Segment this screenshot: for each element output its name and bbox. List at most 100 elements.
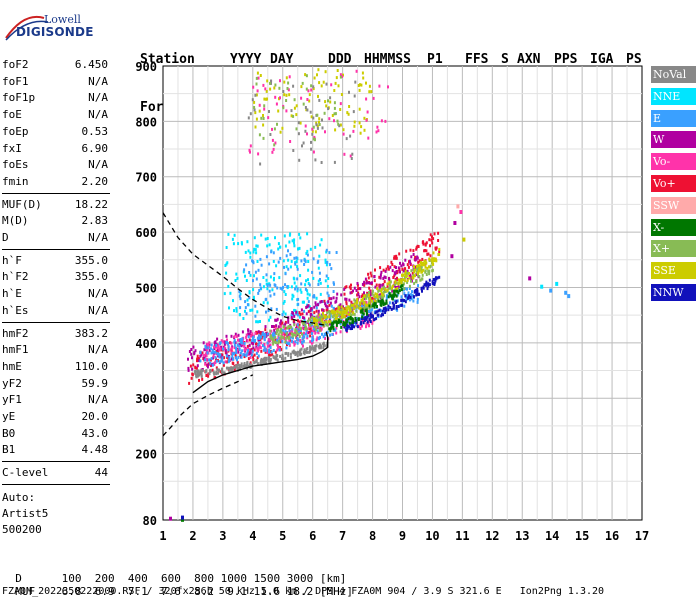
echo-point-nnw: [425, 280, 428, 284]
echo-point-w: [248, 332, 251, 336]
echo-point-x: [269, 81, 271, 85]
echo-point-e: [236, 358, 238, 362]
echo-point-noval: [265, 361, 268, 365]
echo-point-sse: [348, 105, 351, 108]
y-tick-label: 900: [135, 60, 157, 74]
echo-point-vo: [415, 247, 418, 251]
echo-point-sse: [316, 73, 318, 77]
param-row-fxi: fxI 6.90: [2, 142, 108, 158]
echo-point-w: [399, 261, 401, 265]
echo-point-noval: [275, 354, 278, 358]
echo-point-w: [257, 338, 260, 342]
echo-point-x: [413, 268, 415, 272]
echo-point-vo: [346, 311, 349, 315]
header-line1-cell-8: AXN: [517, 52, 541, 67]
echo-point-w: [373, 275, 376, 278]
param-value: N/A: [88, 303, 108, 317]
echo-point-e: [237, 355, 240, 359]
echo-point-x: [336, 119, 339, 123]
echo-point-vo: [380, 119, 383, 123]
echo-point-vo: [248, 338, 251, 342]
echo-point-nne: [277, 247, 280, 251]
echo-point-w: [301, 316, 304, 320]
echo-point-nne: [256, 310, 259, 314]
echo-point-nne: [325, 263, 328, 267]
echo-point-noval: [281, 356, 283, 360]
echo-point-x: [284, 340, 287, 344]
echo-point-sse: [295, 104, 298, 108]
echo-point-nnw: [400, 303, 403, 307]
echo-point-e: [303, 309, 306, 313]
echo-point-e: [321, 332, 323, 336]
echo-point-w: [313, 305, 316, 309]
echo-point-x: [362, 312, 365, 316]
echo-point-e: [285, 254, 288, 258]
echo-point-nnw: [432, 278, 435, 281]
echo-point-noval: [322, 346, 325, 350]
echo-point-vo: [433, 232, 436, 236]
echo-point-vo: [425, 249, 428, 253]
echo-point-x: [376, 305, 378, 308]
echo-point-x: [294, 329, 297, 333]
echo-point-noval: [292, 84, 295, 88]
echo-point-w: [234, 341, 237, 344]
echo-point-e: [316, 329, 319, 333]
echo-point-w: [290, 316, 293, 319]
echo-point-nne: [325, 250, 328, 254]
echo-point-vo: [196, 354, 199, 358]
echo-point-noval: [289, 352, 292, 356]
echo-point-e: [211, 363, 214, 367]
echo-point-e: [227, 348, 230, 352]
echo-point-vo: [308, 330, 311, 334]
echo-point-e: [294, 262, 297, 266]
echo-point-e: [369, 309, 372, 313]
echo-point-e: [216, 352, 219, 356]
echo-point-sse: [353, 302, 356, 306]
echo-point-vo: [371, 297, 374, 301]
echo-point-x: [329, 311, 332, 315]
echo-point-vo: [313, 311, 316, 315]
param-value: 383.2: [74, 326, 108, 340]
x-tick-label: 1: [159, 529, 166, 543]
echo-point-vo: [376, 125, 379, 129]
echo-point-e: [411, 290, 413, 294]
echo-point-noval: [238, 366, 241, 370]
echo-point-vo: [374, 268, 376, 272]
echo-point-w: [247, 332, 250, 336]
echo-point-w: [264, 325, 267, 329]
echo-point-w: [395, 270, 398, 273]
echo-point-x: [425, 273, 428, 276]
echo-point-noval: [312, 85, 315, 89]
echo-point-x: [380, 303, 383, 307]
echo-point-vo: [412, 249, 415, 253]
echo-point-x: [305, 74, 308, 78]
echo-point-vo: [396, 269, 399, 273]
echo-point-e: [354, 323, 357, 327]
echo-point-w: [293, 321, 296, 325]
echo-point-vo: [205, 374, 208, 377]
param-name: fxI: [2, 141, 22, 155]
echo-point-nne: [259, 320, 261, 323]
echo-point-sse: [329, 320, 332, 324]
echo-point-x: [323, 323, 326, 327]
echo-point-sse: [360, 125, 363, 129]
echo-point-nnw: [382, 307, 385, 311]
footer-d-values: 100 200 400 600 800 1000 1500 3000 [km]: [61, 572, 347, 585]
echo-point-vo: [344, 286, 347, 290]
echo-point-e: [222, 361, 225, 365]
echo-point-nne: [223, 292, 226, 296]
echo-point-vo: [297, 319, 299, 323]
echo-point-sse: [253, 100, 256, 104]
echo-point-noval: [264, 357, 267, 361]
echo-point-sse: [374, 299, 377, 303]
echo-point-vo: [252, 355, 254, 359]
echo-point-vo: [230, 349, 233, 353]
echo-point-e: [255, 277, 258, 281]
echo-point-sse: [320, 84, 323, 88]
logo-top-text: Lowell: [44, 13, 81, 26]
echo-point-e: [287, 249, 289, 253]
echo-point-e: [227, 345, 230, 349]
echo-point-nnw: [436, 276, 439, 280]
echo-point-vo: [298, 320, 301, 324]
echo-point-noval: [329, 96, 332, 100]
